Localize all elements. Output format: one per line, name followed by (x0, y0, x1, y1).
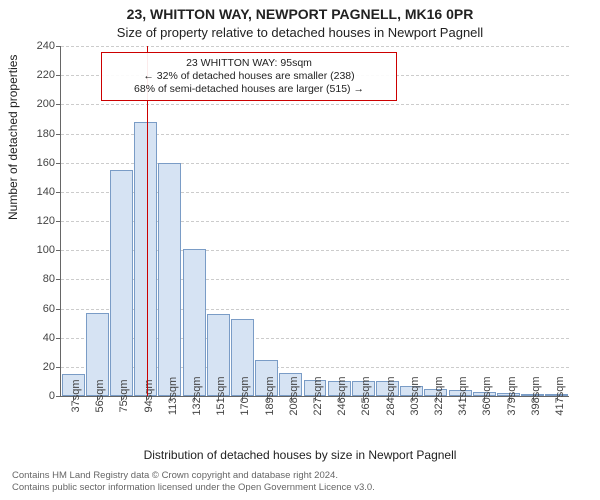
xtick-label: 322sqm (427, 376, 445, 415)
ytick-label: 60 (43, 303, 61, 315)
histogram-bar (183, 249, 206, 396)
ytick-label: 40 (43, 332, 61, 344)
xtick-label: 284sqm (379, 376, 397, 415)
gridline (61, 104, 569, 105)
xtick-label: 189sqm (258, 376, 276, 415)
xtick-label: 417sqm (548, 376, 566, 415)
xtick-label: 265sqm (354, 376, 372, 415)
annotation-line: 68% of semi-detached houses are larger (… (109, 83, 389, 96)
xtick-label: 132sqm (185, 376, 203, 415)
xtick-label: 37sqm (64, 379, 82, 412)
histogram-bar (134, 122, 157, 396)
ytick-label: 80 (43, 273, 61, 285)
xtick-label: 246sqm (330, 376, 348, 415)
xtick-label: 341sqm (451, 376, 469, 415)
xtick-label: 208sqm (282, 376, 300, 415)
ytick-label: 120 (37, 215, 61, 227)
ytick-label: 180 (37, 128, 61, 140)
xtick-label: 379sqm (500, 376, 518, 415)
xtick-label: 360sqm (475, 376, 493, 415)
ytick-label: 140 (37, 186, 61, 198)
annotation-line: 23 WHITTON WAY: 95sqm (109, 57, 389, 70)
xtick-label: 75sqm (112, 379, 130, 412)
histogram-chart: 23, WHITTON WAY, NEWPORT PAGNELL, MK16 0… (0, 0, 600, 500)
ytick-label: 160 (37, 157, 61, 169)
ytick-label: 20 (43, 361, 61, 373)
xtick-label: 227sqm (306, 376, 324, 415)
xtick-label: 113sqm (161, 377, 179, 415)
x-axis-label: Distribution of detached houses by size … (0, 448, 600, 462)
attribution-line: Contains HM Land Registry data © Crown c… (12, 470, 375, 482)
gridline (61, 46, 569, 47)
annotation-box: 23 WHITTON WAY: 95sqm ← 32% of detached … (101, 52, 397, 101)
xtick-label: 398sqm (524, 376, 542, 415)
histogram-bar (158, 163, 181, 396)
xtick-label: 56sqm (88, 379, 106, 412)
attribution-text: Contains HM Land Registry data © Crown c… (12, 470, 375, 494)
xtick-label: 303sqm (403, 376, 421, 415)
ytick-label: 100 (37, 244, 61, 256)
ytick-label: 240 (37, 40, 61, 52)
xtick-label: 170sqm (233, 376, 251, 415)
histogram-bar (110, 170, 133, 396)
chart-title: 23, WHITTON WAY, NEWPORT PAGNELL, MK16 0… (0, 6, 600, 22)
attribution-line: Contains public sector information licen… (12, 482, 375, 494)
xtick-label: 94sqm (137, 379, 155, 412)
y-axis-label: Number of detached properties (6, 55, 20, 220)
ytick-label: 200 (37, 98, 61, 110)
xtick-label: 151sqm (209, 376, 227, 415)
chart-subtitle: Size of property relative to detached ho… (0, 25, 600, 40)
ytick-label: 220 (37, 69, 61, 81)
plot-area: 02040608010012014016018020022024037sqm56… (60, 46, 569, 397)
annotation-line: ← 32% of detached houses are smaller (23… (109, 70, 389, 83)
ytick-label: 0 (49, 390, 61, 402)
